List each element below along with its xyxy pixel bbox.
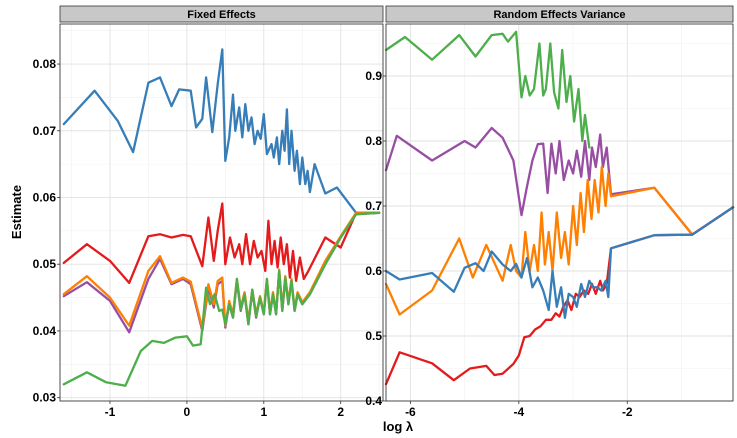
strip-background <box>59 5 384 23</box>
y-tick-label: 0.07 <box>33 124 57 138</box>
x-tick-label: -6 <box>405 405 416 419</box>
series-group <box>384 30 735 386</box>
series-group <box>62 48 381 387</box>
series-line-2 <box>384 126 735 236</box>
panel-frame <box>59 23 384 402</box>
x-tick-label: 1 <box>260 405 267 419</box>
fixed-effects-panel: Fixed Effects -1 0 1 2 0.03 0.04 0.05 0.06 0.07 0.… <box>33 5 384 419</box>
x-tick-label: 2 <box>337 405 344 419</box>
x-tick-label: -4 <box>514 405 525 419</box>
x-tick-label: -1 <box>105 405 116 419</box>
y-tick-label: 0.7 <box>365 199 382 213</box>
x-tick-label: 0 <box>184 405 191 419</box>
y-tick-label: 0.05 <box>33 257 57 271</box>
y-tick-label: 0.08 <box>33 57 57 71</box>
y-tick-label: 0.6 <box>365 264 382 278</box>
series-line-2 <box>62 202 381 285</box>
series-line-5 <box>384 206 735 319</box>
series-line-3 <box>384 165 735 316</box>
y-tick-label: 0.9 <box>365 69 382 83</box>
strip-background <box>385 5 734 23</box>
panel-frame <box>385 23 734 402</box>
y-tick-label: 0.4 <box>365 394 382 408</box>
x-tick-label: -2 <box>622 405 633 419</box>
y-axis-label: Estimate <box>9 185 24 239</box>
x-axis-label: log λ <box>383 419 414 434</box>
series-line-4 <box>384 206 735 386</box>
y-tick-label: 0.04 <box>33 324 57 338</box>
series-line-1 <box>62 48 381 214</box>
panel-title: Fixed Effects <box>187 9 255 21</box>
gridlines <box>386 24 733 402</box>
gridlines <box>60 24 383 401</box>
random-effects-variance-panel: Random Effects Variance -6 -4 -2 0.4 0.5 0.6 0.… <box>365 5 735 419</box>
series-line-5 <box>62 211 381 387</box>
y-tick-label: 0.06 <box>33 190 57 204</box>
y-tick-label: 0.5 <box>365 329 382 343</box>
panel-strip: Fixed Effects <box>59 5 384 23</box>
y-tick-label: 0.03 <box>33 391 57 405</box>
panel-strip: Random Effects Variance <box>385 5 734 23</box>
y-tick-label: 0.8 <box>365 134 382 148</box>
series-line-1 <box>384 30 591 149</box>
panel-title: Random Effects Variance <box>493 9 625 21</box>
